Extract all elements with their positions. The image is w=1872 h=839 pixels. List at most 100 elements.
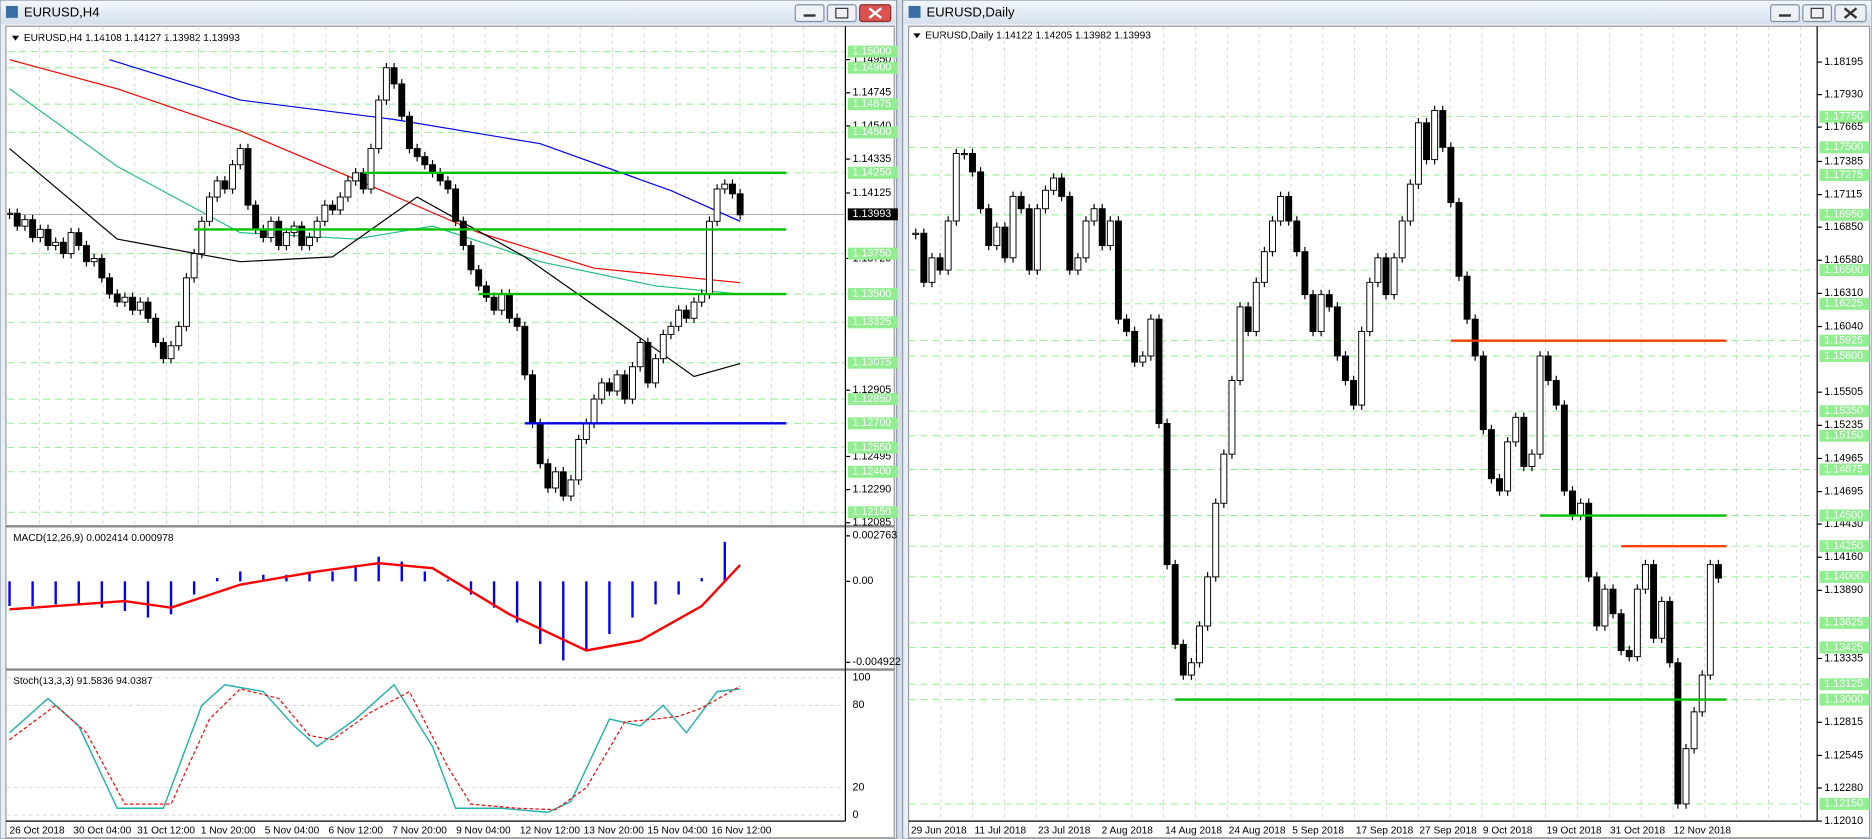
candle <box>1171 564 1179 645</box>
candle <box>1455 202 1463 277</box>
moving-average <box>109 59 741 222</box>
candle <box>1228 380 1236 455</box>
minimize-button[interactable] <box>794 4 825 23</box>
candle <box>698 293 706 303</box>
level-label: 1.17500 <box>1824 141 1863 153</box>
candle <box>1390 257 1398 296</box>
price-tick-label: 1.14335 <box>853 153 892 165</box>
price-tick-label: 1.17385 <box>1824 155 1863 167</box>
time-label: 9 Nov 04:00 <box>456 825 511 836</box>
candle <box>1269 220 1276 253</box>
candle <box>682 309 690 319</box>
price-tick-label: 1.15235 <box>1824 419 1863 431</box>
candle <box>920 232 928 283</box>
header-arrow[interactable] <box>11 35 20 41</box>
candle <box>282 232 290 247</box>
macd-bar <box>677 581 680 595</box>
price-tick-label: 1.17115 <box>1824 188 1862 200</box>
candle <box>1682 748 1690 805</box>
title-bar[interactable] <box>903 1 1871 24</box>
candle <box>1617 613 1625 651</box>
macd-bar <box>562 581 565 661</box>
candle <box>182 277 190 327</box>
macd-bar <box>492 581 496 608</box>
level-label-bg <box>1819 168 1870 181</box>
candle <box>1520 416 1528 467</box>
candle <box>52 241 60 247</box>
level-label: 1.17275 <box>1824 169 1863 181</box>
price-tick-label: 1.13890 <box>1824 584 1863 596</box>
candle <box>175 325 183 347</box>
level-label-bg <box>1819 141 1870 154</box>
macd-bar <box>515 581 519 623</box>
level-label-bg <box>847 417 898 430</box>
candle <box>1423 122 1430 161</box>
macd-bar <box>215 578 219 582</box>
candle <box>567 479 575 497</box>
plot-layer <box>7 677 845 816</box>
macd-bar <box>169 581 173 615</box>
restore-button[interactable] <box>826 4 857 23</box>
macd-bar <box>423 571 427 582</box>
level-label: 1.14875 <box>1824 463 1863 475</box>
candle <box>675 309 683 327</box>
level-label: 1.13125 <box>1824 678 1863 690</box>
title-bar[interactable] <box>1 1 896 24</box>
macd-bar <box>54 581 57 605</box>
candle <box>1155 318 1163 424</box>
candle <box>452 188 460 222</box>
price-tick-label: 1.12280 <box>1824 782 1863 794</box>
candle <box>1577 502 1585 516</box>
candle <box>152 317 160 343</box>
candle <box>336 196 344 211</box>
candle <box>1496 478 1503 492</box>
price-tick-label: 1.12815 <box>1824 716 1863 728</box>
candle <box>252 204 260 230</box>
candle <box>1033 208 1041 271</box>
candle <box>1641 564 1649 590</box>
level-label: 1.13425 <box>1824 641 1863 653</box>
macd-bar <box>192 581 196 595</box>
time-label: 9 Oct 2018 <box>1483 825 1533 836</box>
macd-bar <box>123 581 127 611</box>
candle <box>1625 650 1633 658</box>
chart-area[interactable] <box>5 25 895 839</box>
candle <box>344 180 352 198</box>
level-label: 1.13000 <box>1824 693 1863 705</box>
candle <box>1123 318 1130 332</box>
candle <box>667 325 675 335</box>
time-label: 2 Aug 2018 <box>1102 825 1154 836</box>
candle <box>67 232 75 255</box>
candle <box>1090 208 1098 222</box>
level-label: 1.13325 <box>853 316 892 328</box>
minimize-button[interactable] <box>1770 4 1800 23</box>
candle <box>575 439 583 481</box>
candle <box>659 333 667 360</box>
candle <box>1658 600 1666 639</box>
candle <box>1285 195 1293 222</box>
candle <box>44 228 52 247</box>
chart-area[interactable] <box>907 25 1871 839</box>
candle <box>1593 576 1601 627</box>
candle <box>244 148 252 206</box>
candle <box>636 342 644 368</box>
time-label: 12 Nov 12:00 <box>520 825 581 836</box>
level-label-bg <box>1819 429 1870 442</box>
candle <box>90 257 98 263</box>
candle <box>221 180 229 190</box>
candle <box>467 245 475 271</box>
price-tick-label: 1.17930 <box>1824 88 1863 100</box>
candle <box>1236 306 1244 382</box>
restore-button[interactable] <box>1802 4 1833 23</box>
macd-bar <box>469 581 473 595</box>
header-arrow[interactable] <box>913 33 921 39</box>
level-label-bg <box>847 126 898 139</box>
candle <box>206 196 213 222</box>
candle <box>59 241 67 255</box>
level-label-bg <box>1819 797 1870 810</box>
level-label: 1.16500 <box>1824 264 1863 276</box>
candle <box>1001 226 1009 259</box>
candle <box>1560 404 1568 492</box>
candle <box>1633 588 1641 658</box>
